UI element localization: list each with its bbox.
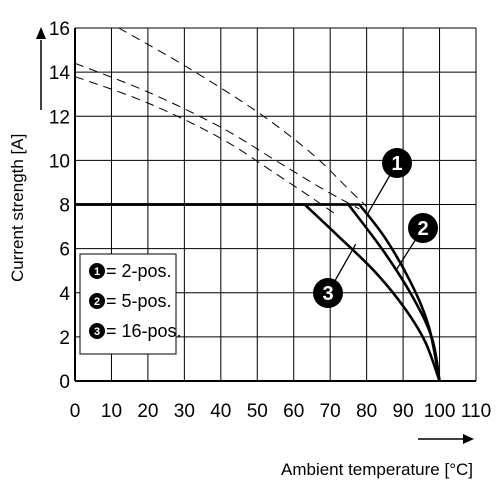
x-tick-label-50: 50 [247, 401, 268, 422]
callouts: 1 2 3 [313, 148, 438, 308]
legend-badge-3 [89, 323, 105, 339]
callout-number-1: 1 [391, 153, 402, 175]
y-tick-label-0: 0 [59, 372, 70, 393]
x-axis-title: Ambient temperature [°C] [281, 434, 474, 479]
x-tick-label-20: 20 [137, 401, 158, 422]
legend-badge-1 [89, 263, 105, 279]
solid-curves [75, 203, 441, 382]
callout-number-3: 3 [322, 283, 333, 305]
y-tick-label-16: 16 [49, 19, 70, 40]
y-axis-label: Current strength [A] [8, 134, 27, 282]
callout-circle-1 [382, 148, 412, 178]
y-axis-arrow-head [36, 27, 46, 39]
x-tick-label-30: 30 [174, 401, 195, 422]
y-tick-label-4: 4 [59, 284, 70, 305]
callout-number-2: 2 [417, 218, 428, 240]
x-tick-label-0: 0 [70, 401, 81, 422]
legend-badge-number-1: 1 [94, 266, 100, 278]
x-tick-label-70: 70 [320, 401, 341, 422]
legend-badge-number-3: 3 [94, 326, 100, 338]
x-tick-label-60: 60 [283, 401, 304, 422]
dashed-curves [74, 27, 367, 216]
x-tick-label-80: 80 [356, 401, 377, 422]
legend: 1 = 2-pos. 2 = 5-pos. 3 = 16-pos. [79, 253, 182, 355]
y-axis-title: Current strength [A] [8, 27, 46, 282]
series-curve-3 [75, 203, 441, 382]
x-axis-label: Ambient temperature [°C] [281, 460, 473, 479]
legend-badge-number-2: 2 [94, 296, 100, 308]
x-tick-label-110: 110 [461, 401, 491, 422]
callout-circle-3 [313, 278, 343, 308]
y-tick-label-2: 2 [59, 328, 70, 349]
series-curve-2 [75, 203, 441, 382]
y-tick-label-6: 6 [59, 240, 70, 261]
y-tick-label-12: 12 [49, 107, 70, 128]
dashed-curve-4 [118, 27, 367, 208]
legend-label-1: = 2-pos. [106, 261, 172, 281]
dashed-curve-5 [74, 62, 360, 210]
grid [74, 27, 477, 382]
y-tick-label-14: 14 [49, 63, 71, 84]
legend-badge-2 [89, 293, 105, 309]
x-tick-label-90: 90 [393, 401, 414, 422]
y-tick-label-8: 8 [59, 196, 70, 217]
legend-label-2: = 5-pos. [106, 291, 172, 311]
y-tick-label-10: 10 [49, 151, 70, 172]
callout-circle-2 [408, 213, 438, 243]
x-axis-arrow-head [463, 434, 474, 444]
x-tick-label-100: 100 [424, 401, 456, 422]
x-tick-label-10: 10 [101, 401, 122, 422]
dashed-curve-6 [74, 76, 338, 216]
legend-label-3: = 16-pos. [106, 321, 182, 341]
x-tick-label-40: 40 [210, 401, 231, 422]
